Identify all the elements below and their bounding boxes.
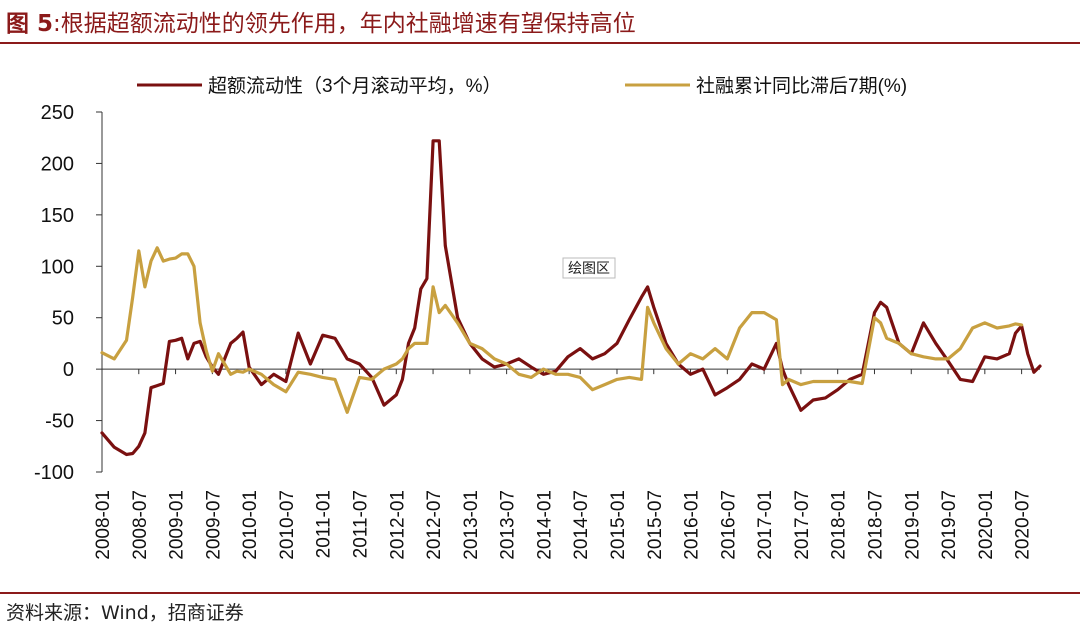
- x-tick-label: 2016-07: [718, 490, 739, 560]
- y-tick-label: 100: [41, 256, 74, 278]
- x-tick-label: 2010-01: [240, 490, 261, 560]
- line-chart: 超额流动性（3个月滚动平均，%） 社融累计同比滞后7期(%) 250 200 150…: [34, 75, 1042, 560]
- x-tick-label: 2011-07: [350, 490, 371, 558]
- x-tick-label: 2013-07: [498, 490, 519, 560]
- x-tick-label: 2016-01: [682, 490, 703, 560]
- x-tick-label: 2015-01: [608, 490, 629, 560]
- y-tick-label: 50: [52, 308, 74, 330]
- x-tick-label: 2014-01: [534, 490, 555, 560]
- x-tick-label: 2011-01: [314, 490, 335, 558]
- y-tick-label: 200: [41, 153, 74, 175]
- y-tick-label: 150: [41, 205, 74, 227]
- x-tick-label: 2009-01: [167, 490, 188, 560]
- x-tick-label: 2014-07: [571, 490, 592, 560]
- series-lines: [100, 139, 1042, 457]
- x-tick-label: 2010-07: [277, 490, 298, 560]
- x-tick-label: 2019-01: [902, 490, 923, 560]
- y-tick-label: 250: [41, 102, 74, 124]
- x-tick-label: 2012-01: [387, 490, 408, 560]
- x-tick-label: 2017-07: [792, 490, 813, 560]
- figure-number: 图 5: [6, 11, 54, 37]
- title-text: 根据超额流动性的领先作用，年内社融增速有望保持高位: [60, 11, 636, 37]
- x-tick-label: 2008-01: [93, 490, 114, 560]
- legend-label-series-2: 社融累计同比滞后7期(%): [696, 75, 907, 97]
- y-tick-label: -100: [34, 462, 74, 484]
- y-axis: 250 200 150 100 50 0 -50 -100: [34, 102, 103, 484]
- x-tick-label: 2008-07: [130, 490, 151, 560]
- y-tick-label: -50: [45, 411, 74, 433]
- plot-area-label-box: [562, 257, 616, 279]
- x-tick-label: 2012-07: [424, 490, 445, 560]
- legend: 超额流动性（3个月滚动平均，%） 社融累计同比滞后7期(%): [137, 75, 907, 97]
- source-rule: [0, 592, 1080, 594]
- x-tick-label: 2015-07: [645, 490, 666, 560]
- x-tick-label: 2020-07: [1013, 490, 1034, 560]
- legend-label-series-1: 超额流动性（3个月滚动平均，%）: [208, 75, 501, 97]
- series-line-1: [100, 139, 1042, 457]
- y-tick-label: 0: [63, 359, 74, 381]
- figure-title: 图 5:根据超额流动性的领先作用，年内社融增速有望保持高位: [6, 8, 636, 40]
- x-tick-label: 2009-07: [203, 490, 224, 560]
- x-tick-label: 2020-01: [976, 490, 997, 560]
- title-colon: :: [53, 11, 61, 37]
- plot-area-label: 绘图区: [562, 257, 616, 279]
- x-tick-label: 2018-07: [865, 490, 886, 560]
- series-line-2: [100, 246, 1024, 414]
- x-tick-label: 2017-01: [755, 490, 776, 560]
- title-rule: [0, 42, 1080, 44]
- x-tick-label: 2018-01: [829, 490, 850, 560]
- plot-area-label-text: 绘图区: [568, 260, 610, 276]
- x-tick-label: 2013-01: [461, 490, 482, 560]
- x-axis: 2008-01 2008-07 2009-01 2009-07 2010-01 2010-…: [93, 368, 1040, 560]
- source-note: 资料来源：Wind，招商证券: [6, 602, 244, 624]
- x-tick-label: 2019-07: [939, 490, 960, 560]
